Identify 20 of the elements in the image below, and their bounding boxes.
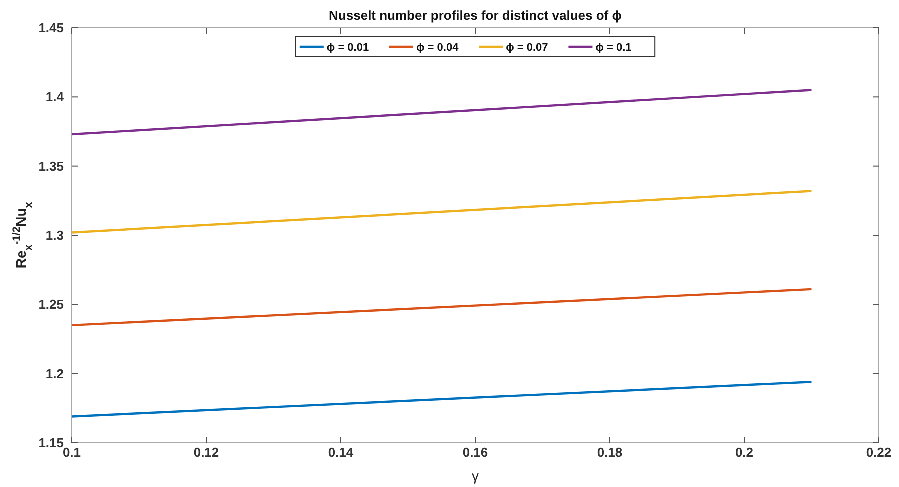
legend-label: ϕ = 0.01 <box>326 42 370 54</box>
legend-label: ϕ = 0.07 <box>506 42 548 54</box>
y-tick-label: 1.3 <box>46 228 64 244</box>
x-tick-label: 0.1 <box>62 445 82 460</box>
y-tick-label: 1.4 <box>46 90 65 105</box>
x-tick-label: 0.22 <box>866 445 892 460</box>
x-tick-label: 0.12 <box>194 445 220 460</box>
legend-label: ϕ = 0.04 <box>416 42 460 54</box>
y-tick-label: 1.35 <box>38 158 64 174</box>
x-tick-label: 0.16 <box>462 445 488 460</box>
y-tick-label: 1.2 <box>46 366 64 382</box>
x-tick-label: 0.14 <box>328 445 354 460</box>
x-axis-title: γ <box>472 468 479 484</box>
y-tick-label: 1.45 <box>38 20 64 36</box>
y-tick-label: 1.25 <box>38 297 64 312</box>
x-tick-label: 0.18 <box>597 445 623 460</box>
legend-label: ϕ = 0.1 <box>596 42 632 54</box>
chart-title: Nusselt number profiles for distinct values of ϕ <box>329 8 622 23</box>
x-tick-label: 0.2 <box>735 445 754 460</box>
y-tick-label: 1.15 <box>38 436 64 451</box>
